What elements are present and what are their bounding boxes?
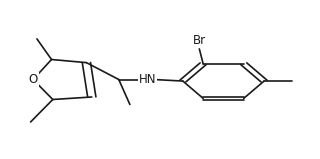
Text: O: O [28,73,38,86]
Text: Br: Br [193,34,206,47]
Text: HN: HN [139,73,156,86]
